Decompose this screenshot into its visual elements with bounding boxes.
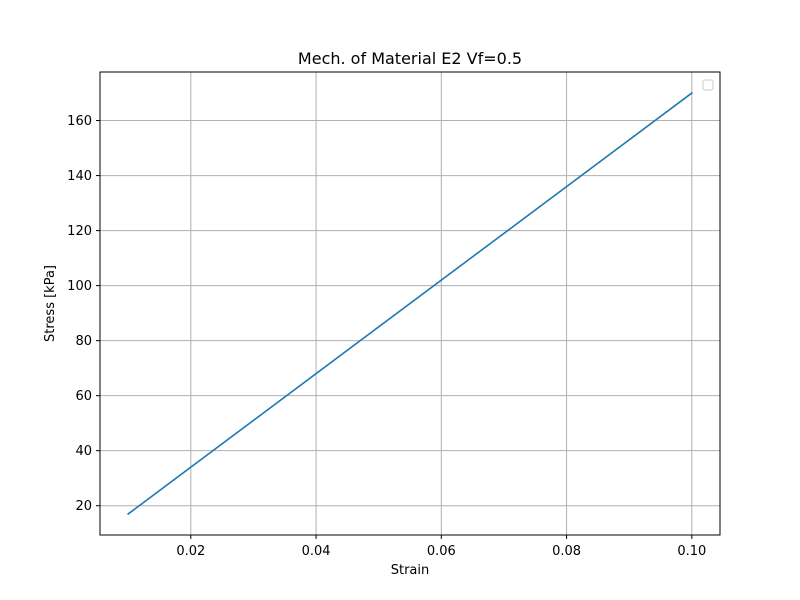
series-line [127, 91, 693, 516]
axes-frame [99, 71, 721, 536]
y-tick-label: 140 [67, 169, 92, 184]
chart-title: Mech. of Material E2 Vf=0.5 [298, 49, 522, 68]
y-axis-label: Stress [kPa] [43, 265, 58, 342]
x-axis-ticks: 0.02 0.04 0.06 0.08 0.10 [176, 535, 706, 559]
y-tick-label: 80 [75, 334, 92, 349]
y-tick-label: 160 [67, 114, 92, 129]
x-tick-label: 0.08 [552, 544, 581, 559]
x-tick-label: 0.06 [427, 544, 456, 559]
x-tick-label: 0.10 [677, 544, 706, 559]
legend-box [702, 79, 714, 91]
y-tick-label: 20 [75, 499, 92, 514]
grid-lines [100, 72, 720, 535]
y-axis-ticks: 20 40 60 80 100 120 140 160 [67, 114, 100, 514]
y-tick-label: 60 [75, 389, 92, 404]
y-tick-label: 40 [75, 444, 92, 459]
y-tick-label: 100 [67, 279, 92, 294]
x-tick-label: 0.02 [176, 544, 205, 559]
x-tick-label: 0.04 [302, 544, 331, 559]
y-tick-label: 120 [67, 224, 92, 239]
x-axis-label: Strain [391, 563, 430, 578]
series-layer [127, 91, 693, 516]
